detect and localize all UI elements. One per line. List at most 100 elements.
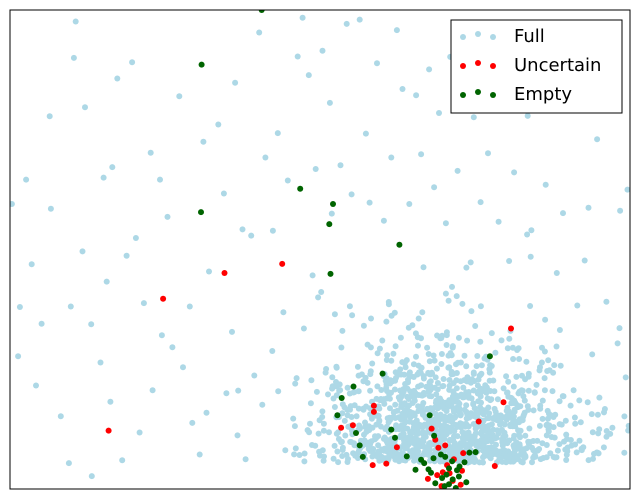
data-point-full xyxy=(348,414,355,420)
data-point-full xyxy=(419,309,426,316)
data-point-full xyxy=(391,386,398,393)
data-point-full xyxy=(478,362,485,369)
data-point-full xyxy=(486,377,493,384)
data-point-full xyxy=(439,402,446,409)
data-point-uncertain xyxy=(442,442,449,449)
data-point-full xyxy=(517,434,523,441)
data-point-empty xyxy=(198,61,205,68)
data-point-full xyxy=(436,110,442,116)
data-point-full xyxy=(331,311,338,318)
data-point-full xyxy=(410,361,417,368)
data-point-full xyxy=(589,429,596,436)
data-point-full xyxy=(503,373,510,380)
data-point-full xyxy=(472,430,479,437)
data-point-full xyxy=(622,374,629,381)
data-point-full xyxy=(521,397,528,404)
data-point-full xyxy=(519,372,525,379)
data-point-full xyxy=(378,446,385,453)
data-point-full xyxy=(70,54,77,61)
data-point-full xyxy=(520,412,527,418)
data-point-empty xyxy=(472,449,479,456)
data-point-full xyxy=(349,312,356,319)
data-point-full xyxy=(453,361,459,368)
data-point-full xyxy=(624,186,630,193)
data-point-full xyxy=(477,430,484,437)
data-point-full xyxy=(505,448,512,455)
data-point-full xyxy=(376,418,383,425)
data-point-full xyxy=(443,332,450,339)
data-point-full xyxy=(315,430,322,437)
data-point-full xyxy=(10,201,15,207)
data-point-empty xyxy=(379,370,386,377)
data-point-full xyxy=(448,368,455,375)
data-point-full xyxy=(505,454,512,461)
data-point-full xyxy=(330,395,337,402)
data-point-full xyxy=(455,334,462,341)
data-point-full xyxy=(384,352,391,359)
legend-marker-full xyxy=(475,31,481,37)
data-point-full xyxy=(269,227,276,234)
data-point-full xyxy=(437,335,444,342)
data-point-full xyxy=(511,432,518,439)
data-point-full xyxy=(463,264,470,271)
data-point-full xyxy=(378,387,385,393)
data-point-full xyxy=(420,389,427,396)
data-point-full xyxy=(445,401,452,408)
data-point-full xyxy=(547,412,554,419)
data-point-full xyxy=(387,377,394,384)
data-point-full xyxy=(466,414,473,421)
data-point-full xyxy=(464,337,471,344)
data-point-full xyxy=(433,365,440,372)
data-point-uncertain xyxy=(491,463,498,469)
data-point-full xyxy=(438,361,445,367)
data-point-full xyxy=(180,364,186,371)
data-point-full xyxy=(330,455,337,462)
data-point-full xyxy=(518,417,524,424)
data-point-full xyxy=(467,456,474,463)
data-point-full xyxy=(360,378,367,385)
data-point-full xyxy=(405,379,411,386)
data-point-empty xyxy=(486,353,493,360)
data-point-full xyxy=(347,406,353,413)
data-point-full xyxy=(367,387,374,394)
data-point-full xyxy=(536,367,543,374)
data-point-full xyxy=(333,364,340,371)
data-point-full xyxy=(625,422,630,429)
data-point-full xyxy=(549,388,556,395)
data-point-empty xyxy=(431,432,438,439)
data-point-full xyxy=(425,451,432,458)
data-point-full xyxy=(464,441,471,448)
data-point-full xyxy=(441,415,448,422)
data-point-full xyxy=(381,400,388,407)
data-point-full xyxy=(339,410,346,417)
data-point-full xyxy=(321,453,327,460)
data-point-full xyxy=(322,369,329,376)
data-point-full xyxy=(416,369,422,376)
data-point-full xyxy=(525,440,532,447)
data-point-full xyxy=(333,430,340,437)
data-point-full xyxy=(464,393,471,400)
data-point-full xyxy=(412,422,419,429)
data-point-full xyxy=(570,387,577,394)
data-point-full xyxy=(456,400,463,407)
data-point-full xyxy=(548,434,555,440)
data-point-full xyxy=(132,235,139,241)
data-point-full xyxy=(206,268,212,275)
data-point-full xyxy=(556,441,563,448)
data-point-full xyxy=(429,419,436,426)
data-point-full xyxy=(482,450,489,457)
data-point-full xyxy=(313,388,320,395)
data-point-full xyxy=(33,382,39,389)
data-point-full xyxy=(408,429,415,435)
data-point-full xyxy=(464,374,471,381)
data-point-full xyxy=(292,380,299,387)
data-point-full xyxy=(242,456,249,463)
data-point-full xyxy=(525,373,532,380)
data-point-full xyxy=(409,322,416,329)
legend-label-uncertain: Uncertain xyxy=(514,55,601,76)
data-point-full xyxy=(567,402,574,409)
data-point-full xyxy=(88,473,95,480)
data-point-full xyxy=(539,344,545,351)
data-point-full xyxy=(530,447,537,454)
data-point-full xyxy=(392,401,399,408)
